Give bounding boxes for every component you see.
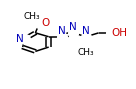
Text: N: N	[58, 26, 66, 36]
Text: OH: OH	[112, 28, 128, 38]
Text: N: N	[69, 22, 77, 32]
Text: N: N	[16, 34, 24, 44]
Text: N: N	[82, 26, 90, 36]
Text: CH₃: CH₃	[24, 12, 40, 21]
Text: O: O	[41, 18, 49, 28]
Text: CH₃: CH₃	[78, 48, 94, 57]
